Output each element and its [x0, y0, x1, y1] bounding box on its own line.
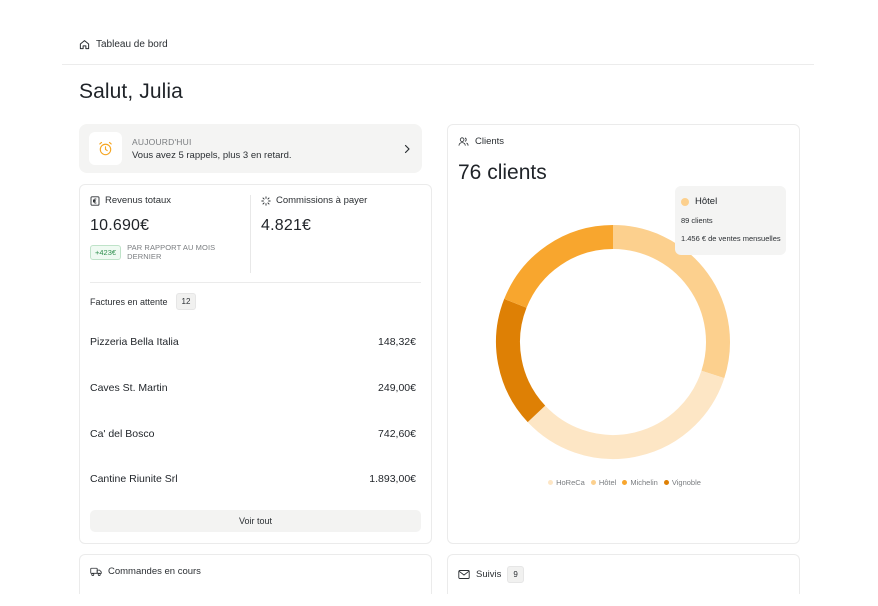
followups-card: Suivis 9	[447, 554, 800, 594]
users-icon	[458, 137, 469, 146]
orders-label: Commandes en cours	[108, 566, 201, 577]
donut-slice-vignoble[interactable]	[496, 298, 546, 423]
revenue-value: 10.690€	[90, 217, 150, 234]
clients-label: Clients	[475, 136, 505, 147]
alarm-clock-icon-box	[89, 132, 122, 165]
invoice-client: Caves St. Martin	[90, 382, 168, 394]
tooltip-title: Hôtel	[695, 196, 718, 207]
revenue-label: Revenus totaux	[105, 195, 172, 206]
invoice-row[interactable]: Pizzeria Bella Italia 148,32€	[90, 336, 416, 348]
commissions-kpi: Commissions à payer 4.821€	[250, 195, 421, 273]
followups-header: Suivis 9	[458, 566, 524, 583]
legend-label: Hôtel	[598, 478, 617, 487]
orders-header: Commandes en cours	[90, 566, 201, 577]
legend-item[interactable]: Michelin	[622, 478, 658, 487]
clients-card: Clients 76 clients Hôtel 89 clients 1.45…	[447, 124, 800, 544]
euro-receipt-icon	[90, 195, 100, 206]
followups-count-badge: 9	[507, 566, 524, 583]
legend-item[interactable]: Hôtel	[590, 478, 617, 487]
commissions-value: 4.821€	[261, 217, 312, 234]
chevron-right-icon[interactable]	[402, 144, 412, 154]
clients-total: 76 clients	[458, 161, 547, 184]
legend-label: Michelin	[630, 478, 658, 487]
header-divider	[62, 64, 814, 65]
invoice-row[interactable]: Caves St. Martin 249,00€	[90, 382, 416, 394]
revenue-kpi: Revenus totaux 10.690€ +423€ PAR RAPPORT…	[90, 195, 250, 273]
legend-item[interactable]: Vignoble	[663, 478, 701, 487]
legend-color-dot	[663, 480, 669, 485]
breadcrumb-label: Tableau de bord	[96, 39, 168, 50]
loader-icon	[261, 195, 271, 206]
legend-item[interactable]: HoReCa	[548, 478, 585, 487]
home-icon	[79, 40, 90, 50]
today-message: Vous avez 5 rappels, plus 3 en retard.	[132, 149, 292, 161]
page-title: Salut, Julia	[79, 80, 183, 103]
tooltip-clients-count: 89 clients	[681, 216, 713, 225]
pending-count-badge: 12	[175, 293, 197, 310]
alarm-clock-icon	[99, 141, 112, 156]
breadcrumb[interactable]: Tableau de bord	[79, 39, 168, 50]
see-all-button[interactable]: Voir tout	[90, 510, 421, 532]
chart-tooltip: Hôtel 89 clients 1.456 € de ventes mensu…	[675, 186, 786, 255]
kpi-row: Revenus totaux 10.690€ +423€ PAR RAPPORT…	[90, 195, 421, 273]
invoice-amount: 742,60€	[378, 428, 416, 440]
invoice-amount: 148,32€	[378, 336, 416, 348]
pending-invoices-header: Factures en attente 12	[90, 293, 197, 310]
commissions-label: Commissions à payer	[276, 195, 368, 206]
revenue-delta-badge: +423€	[90, 244, 122, 260]
followups-label: Suivis	[476, 569, 502, 580]
tooltip-color-dot	[681, 197, 689, 206]
revenue-delta-note: PAR RAPPORT AU MOIS DERNIER	[127, 243, 216, 261]
today-title: AUJOURD'HUI	[132, 136, 192, 147]
tooltip-monthly-sales: 1.456 € de ventes mensuelles	[681, 234, 781, 243]
invoice-client: Pizzeria Bella Italia	[90, 336, 179, 348]
pending-invoices-label: Factures en attente	[90, 296, 168, 307]
today-reminders-banner[interactable]: AUJOURD'HUI Vous avez 5 rappels, plus 3 …	[79, 124, 422, 173]
legend-label: HoReCa	[556, 478, 585, 487]
invoice-row[interactable]: Cantine Riunite Srl 1.893,00€	[90, 473, 416, 485]
invoice-amount: 1.893,00€	[369, 473, 416, 485]
revenue-divider	[90, 282, 421, 283]
mail-icon	[458, 570, 470, 579]
clients-donut-chart	[496, 225, 730, 459]
donut-slice-horeca[interactable]	[527, 370, 725, 459]
orders-card: Commandes en cours	[79, 554, 432, 594]
donut-slice-michelin[interactable]	[504, 225, 614, 309]
clients-header: Clients	[458, 136, 504, 147]
truck-icon	[90, 567, 102, 576]
donut-slice-htel[interactable]	[612, 225, 730, 379]
legend-color-dot	[548, 480, 554, 485]
chart-legend: HoReCa Hôtel Michelin Vignoble	[448, 478, 801, 487]
legend-label: Vignoble	[671, 478, 701, 487]
invoice-client: Ca' del Bosco	[90, 428, 155, 440]
revenue-card: Revenus totaux 10.690€ +423€ PAR RAPPORT…	[79, 184, 432, 544]
invoice-client: Cantine Riunite Srl	[90, 473, 178, 485]
invoice-amount: 249,00€	[378, 382, 416, 394]
legend-color-dot	[622, 480, 628, 485]
invoice-row[interactable]: Ca' del Bosco 742,60€	[90, 428, 416, 440]
legend-color-dot	[590, 480, 596, 485]
